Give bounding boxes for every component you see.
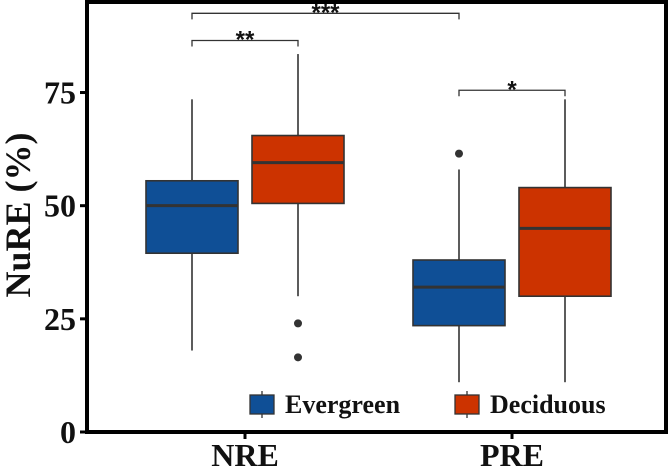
x-tick-label: PRE [480, 437, 544, 468]
y-axis-title: NuRE (%) [0, 132, 38, 297]
y-tick-label: 0 [60, 414, 76, 450]
outlier-point [294, 319, 302, 328]
legend-key-evergreen [249, 394, 275, 415]
y-tick-label: 75 [44, 75, 76, 111]
x-tick-label: NRE [211, 437, 279, 468]
significance-bracket [191, 39, 299, 47]
significance-label: *** [311, 0, 340, 26]
y-tick-label: 50 [44, 188, 76, 224]
x-axis: NRE PRE [211, 432, 544, 468]
boxes-layer [145, 54, 612, 383]
significance-bracket [191, 12, 460, 20]
y-tick-label: 25 [44, 301, 76, 337]
box-evergreen-pre [412, 259, 506, 327]
plot-frame [85, 0, 668, 434]
legend-label: Deciduous [490, 390, 606, 419]
box-evergreen-nre [145, 179, 239, 255]
significance-label: * [507, 76, 517, 103]
legend-key-deciduous [454, 394, 480, 415]
significance-bracket [458, 89, 566, 97]
box-deciduous-nre [251, 134, 345, 205]
outlier-point [455, 149, 463, 158]
y-axis: 0 25 50 75 [44, 75, 87, 450]
outlier-point [294, 353, 302, 362]
significance-label: ** [236, 26, 255, 53]
box-deciduous-pre [518, 186, 612, 298]
legend-label: Evergreen [285, 390, 401, 419]
legend: Evergreen Deciduous [249, 390, 606, 419]
significance-layer: ****** [191, 0, 566, 103]
